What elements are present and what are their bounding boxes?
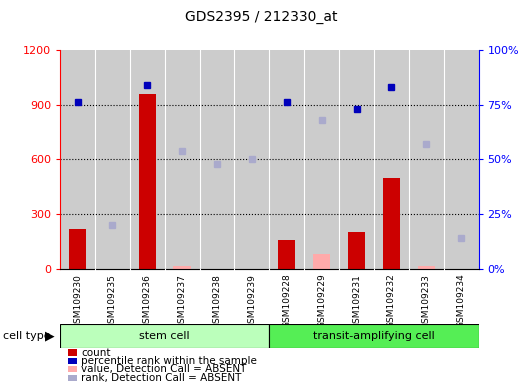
Bar	[174, 266, 191, 269]
Bar	[348, 232, 365, 269]
Bar	[417, 266, 435, 269]
Text: ▶: ▶	[46, 329, 55, 343]
Text: rank, Detection Call = ABSENT: rank, Detection Call = ABSENT	[81, 373, 242, 383]
Bar	[60, 324, 269, 348]
Text: GDS2395 / 212330_at: GDS2395 / 212330_at	[185, 10, 338, 23]
Text: percentile rank within the sample: percentile rank within the sample	[81, 356, 257, 366]
Text: stem cell: stem cell	[140, 331, 190, 341]
Bar	[139, 94, 156, 269]
Text: value, Detection Call = ABSENT: value, Detection Call = ABSENT	[81, 364, 246, 374]
Bar	[69, 229, 86, 269]
Text: cell type: cell type	[3, 331, 50, 341]
Bar	[383, 178, 400, 269]
Text: transit-amplifying cell: transit-amplifying cell	[313, 331, 435, 341]
Bar	[313, 254, 331, 269]
Bar	[269, 324, 479, 348]
Text: count: count	[81, 348, 110, 358]
Bar	[278, 240, 295, 269]
